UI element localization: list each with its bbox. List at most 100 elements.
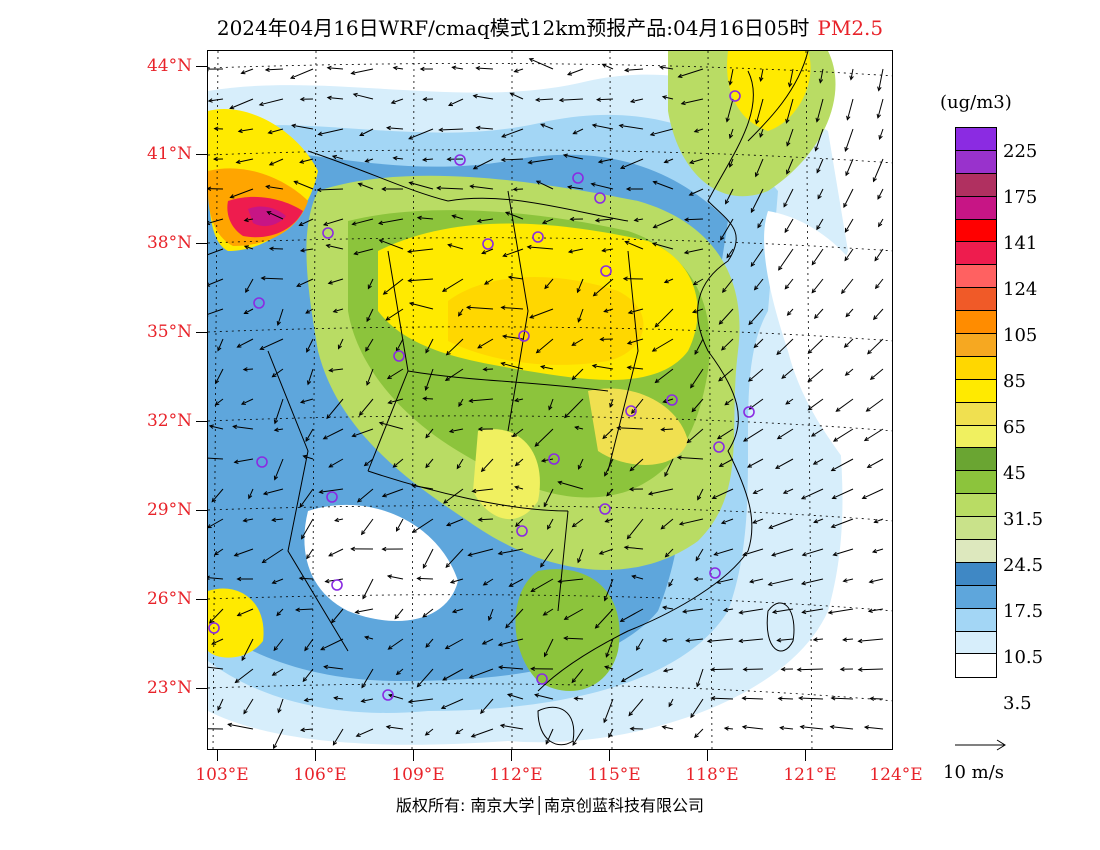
wind-arrow-head	[385, 724, 391, 730]
wind-arrow	[417, 668, 434, 688]
wind-arrow-head	[500, 361, 506, 367]
wind-arrow-head	[476, 218, 482, 223]
wind-arrow-head	[591, 123, 597, 128]
wind-arrow-head	[229, 105, 235, 110]
wind-arrow-head	[483, 280, 489, 285]
wind-arrow-head	[857, 638, 863, 644]
legend-swatch	[956, 402, 996, 426]
wind-arrow-head	[710, 696, 716, 701]
wind-arrow-head	[832, 551, 838, 557]
wind-arrow	[696, 668, 704, 687]
wind-arrow	[455, 728, 464, 735]
wind-arrow	[501, 306, 524, 310]
wind-arrow	[697, 488, 704, 500]
wind-arrow	[394, 608, 404, 619]
wind-arrow	[786, 98, 794, 123]
wind-arrow-head	[213, 550, 219, 556]
wind-arrow	[529, 308, 554, 319]
wind-arrow	[572, 728, 584, 746]
lat-tick	[196, 599, 207, 600]
wind-arrow	[215, 368, 224, 384]
wind-arrow	[361, 668, 374, 688]
wind-arrow	[627, 338, 644, 344]
wind-arrow-head	[557, 578, 563, 584]
wind-arrow-head	[567, 185, 573, 190]
wind-arrow-head	[540, 458, 546, 463]
wind-arrow-head	[678, 521, 684, 526]
wind-arrow	[660, 66, 674, 70]
wind-arrow-head	[458, 402, 463, 408]
wind-arrow-head	[240, 400, 246, 405]
wind-arrow	[391, 98, 404, 104]
lat-label-44: 44°N	[146, 56, 192, 76]
wind-arrow-head	[513, 68, 519, 73]
wind-arrow-head	[842, 637, 848, 642]
wind-arrow	[729, 68, 734, 85]
wind-arrow-head	[603, 718, 608, 724]
wind-arrow-head	[236, 576, 242, 582]
wind-arrow-head	[317, 131, 323, 136]
wind-arrow	[694, 338, 704, 355]
wind-arrow	[604, 458, 614, 476]
wind-arrow-head	[676, 455, 682, 460]
wind-arrow	[505, 211, 524, 220]
wind-arrow-head	[233, 552, 239, 557]
wind-arrow	[366, 308, 374, 322]
wind-arrow	[572, 368, 584, 380]
wind-arrow-head	[229, 194, 235, 199]
wind-arrow-head	[829, 724, 835, 730]
station-marker	[454, 154, 466, 166]
wind-arrow	[783, 488, 794, 494]
wind-arrow	[564, 608, 584, 620]
wind-arrow-head	[243, 309, 249, 314]
lat-label-35: 35°N	[146, 322, 192, 342]
wind-arrow	[364, 458, 374, 466]
lon-tick	[805, 750, 806, 761]
lon-label-124: 124°E	[869, 765, 923, 785]
wind-arrow	[873, 308, 884, 320]
station-marker	[331, 579, 343, 591]
wind-arrow	[879, 128, 884, 140]
wind-arrow-head	[327, 280, 333, 285]
wind-arrow-head	[502, 252, 508, 258]
wind-arrow-head	[416, 576, 422, 581]
wind-arrow-head	[845, 171, 850, 177]
wind-arrow-head	[654, 322, 660, 328]
wind-arrow	[563, 154, 584, 160]
wind-arrow-head	[688, 191, 694, 196]
wind-arrow-head	[392, 156, 398, 161]
lon-tick	[217, 750, 218, 761]
legend-swatch	[956, 311, 996, 335]
wind-arrow-head	[619, 617, 625, 622]
wind-arrow	[625, 68, 644, 71]
wind-arrow	[577, 278, 584, 293]
wind-arrow-head	[571, 341, 577, 346]
wind-arrow	[663, 606, 674, 610]
wind-arrow	[870, 368, 884, 380]
wind-arrow-head	[742, 667, 748, 672]
wind-arrow-head	[807, 349, 813, 354]
wind-arrow	[317, 188, 344, 191]
wind-arrow-head	[444, 376, 450, 382]
wind-arrow-head	[609, 402, 614, 408]
wind-arrow	[831, 697, 854, 700]
wind-arrow-head	[812, 637, 818, 642]
wind-arrow	[448, 98, 464, 106]
wind-arrow-head	[331, 618, 336, 624]
wind-arrow-head	[768, 524, 774, 529]
wind-arrow	[477, 218, 494, 222]
wind-arrow	[536, 338, 554, 354]
wind-arrow-head	[468, 674, 474, 679]
wind-arrow	[208, 248, 224, 256]
legend-swatch	[956, 356, 996, 380]
wind-arrow	[481, 458, 494, 472]
wind-arrow	[382, 488, 404, 497]
wind-arrow	[816, 98, 824, 122]
wind-arrow-head	[807, 377, 813, 383]
wind-arrow-head	[662, 637, 668, 643]
wind-arrow-head	[471, 488, 477, 494]
wind-arrow	[388, 398, 404, 404]
wind-arrow-head	[273, 475, 279, 481]
wind-arrow	[693, 278, 704, 285]
wind-arrow-head	[720, 235, 725, 241]
